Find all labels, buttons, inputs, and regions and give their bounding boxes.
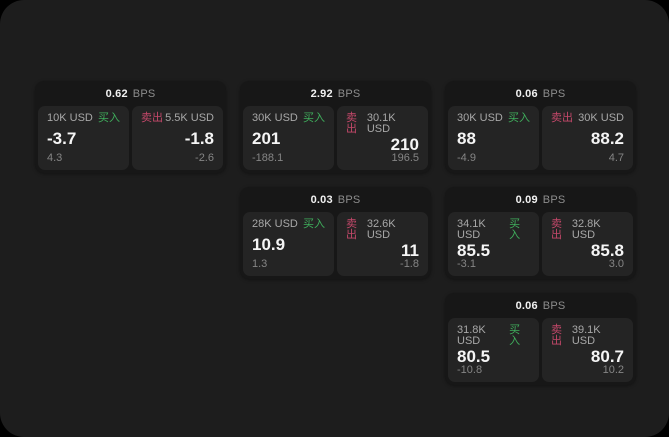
bps-value: 0.06: [515, 87, 538, 100]
sell-delta: 196.5: [391, 152, 419, 164]
quote-card-6: 0.06 BPS 31.8K USD 买入 80.5 -10.8 卖出 39.1…: [445, 293, 636, 385]
sell-delta: 4.7: [608, 152, 624, 164]
buy-sell-tiles: 34.1K USD 买入 85.5 -3.1 卖出 32.8K USD 85.8…: [448, 212, 633, 276]
bps-header: 0.06 BPS: [448, 293, 633, 318]
quote-card-4: 0.03 BPS 28K USD 买入 10.9 1.3 卖出 32.6K US…: [240, 187, 431, 279]
sell-label: 卖出: [346, 112, 357, 135]
sell-price: 210: [390, 134, 419, 154]
sell-size: 30K USD: [578, 112, 624, 124]
buy-delta: -10.8: [457, 364, 483, 376]
sell-price: 80.7: [590, 346, 624, 366]
sell-label: 卖出: [551, 112, 573, 124]
buy-price: -3.7: [47, 129, 77, 148]
bps-header: 0.06 BPS: [448, 81, 633, 106]
sell-label: 卖出: [551, 218, 562, 241]
sell-price: 88.2: [590, 129, 624, 148]
sell-size: 32.6K USD: [366, 218, 396, 241]
sell-price: -1.8: [184, 129, 214, 148]
buy-price: 10.9: [252, 235, 286, 254]
bps-value: 0.62: [105, 87, 128, 100]
bps-unit-label: BPS: [542, 193, 566, 206]
bps-unit-label: BPS: [542, 87, 566, 100]
sell-tile[interactable]: 卖出 5.5K USD -1.8 -2.6: [132, 106, 223, 170]
buy-sell-tiles: 30K USD 买入 201 -188.1 卖出 30.1K USD 210 1…: [243, 106, 428, 170]
quote-card-3: 0.06 BPS 30K USD 买入 88 -4.9 卖出 30K USD: [445, 81, 636, 173]
sell-size: 32.8K USD: [571, 218, 601, 241]
sell-label: 卖出: [346, 218, 357, 241]
buy-tile[interactable]: 30K USD 买入 88 -4.9: [448, 106, 539, 170]
sell-delta: -1.8: [400, 258, 419, 270]
bps-unit-label: BPS: [542, 299, 566, 312]
buy-tile[interactable]: 28K USD 买入 10.9 1.3: [243, 212, 334, 276]
buy-delta: 4.3: [47, 152, 63, 164]
buy-label: 买入: [508, 112, 530, 124]
buy-price: 201: [252, 129, 281, 148]
buy-label: 买入: [509, 218, 521, 241]
sell-delta: 3.0: [608, 258, 624, 270]
bps-value: 0.03: [310, 193, 333, 206]
buy-price: 80.5: [457, 346, 491, 366]
buy-size: 31.8K USD: [457, 324, 486, 347]
bps-unit-label: BPS: [337, 87, 361, 100]
buy-price: 85.5: [457, 240, 491, 260]
buy-label: 买入: [509, 324, 521, 347]
sell-label: 卖出: [551, 324, 562, 347]
sell-price: 85.8: [590, 240, 624, 260]
buy-size: 30K USD: [252, 112, 298, 124]
buy-delta: -188.1: [252, 152, 284, 164]
bps-value: 0.06: [515, 299, 538, 312]
bps-unit-label: BPS: [337, 193, 361, 206]
buy-tile[interactable]: 10K USD 买入 -3.7 4.3: [38, 106, 129, 170]
bps-header: 0.09 BPS: [448, 187, 633, 212]
sell-tile[interactable]: 卖出 30K USD 88.2 4.7: [542, 106, 633, 170]
buy-size: 30K USD: [457, 112, 503, 124]
sell-delta: -2.6: [195, 152, 214, 164]
sell-price: 11: [401, 240, 419, 260]
quote-card-2: 2.92 BPS 30K USD 买入 201 -188.1 卖出 30.1K …: [240, 81, 431, 173]
sell-size: 30.1K USD: [366, 112, 396, 135]
buy-size: 10K USD: [47, 112, 93, 124]
buy-delta: -3.1: [457, 258, 476, 270]
sell-delta: 10.2: [602, 364, 624, 376]
buy-sell-tiles: 28K USD 买入 10.9 1.3 卖出 32.6K USD 11 -1.8: [243, 212, 428, 276]
buy-price: 88: [457, 129, 476, 148]
sell-size: 5.5K USD: [165, 112, 214, 124]
sell-tile[interactable]: 卖出 30.1K USD 210 196.5: [337, 106, 428, 170]
buy-delta: -4.9: [457, 152, 476, 164]
buy-sell-tiles: 31.8K USD 买入 80.5 -10.8 卖出 39.1K USD 80.…: [448, 318, 633, 382]
bps-unit-label: BPS: [132, 87, 156, 100]
sell-tile[interactable]: 卖出 32.8K USD 85.8 3.0: [542, 212, 633, 276]
bps-header: 0.62 BPS: [38, 81, 223, 106]
buy-label: 买入: [303, 218, 325, 230]
sell-size: 39.1K USD: [571, 324, 601, 347]
buy-tile[interactable]: 34.1K USD 买入 85.5 -3.1: [448, 212, 539, 276]
bps-header: 2.92 BPS: [243, 81, 428, 106]
bps-header: 0.03 BPS: [243, 187, 428, 212]
buy-sell-tiles: 30K USD 买入 88 -4.9 卖出 30K USD 88.2 4.7: [448, 106, 633, 170]
buy-tile[interactable]: 31.8K USD 买入 80.5 -10.8: [448, 318, 539, 382]
quote-card-5: 0.09 BPS 34.1K USD 买入 85.5 -3.1 卖出 32.8K…: [445, 187, 636, 279]
buy-label: 买入: [98, 112, 120, 124]
buy-tile[interactable]: 30K USD 买入 201 -188.1: [243, 106, 334, 170]
buy-size: 28K USD: [252, 218, 298, 230]
sell-tile[interactable]: 卖出 32.6K USD 11 -1.8: [337, 212, 428, 276]
buy-sell-tiles: 10K USD 买入 -3.7 4.3 卖出 5.5K USD -1.8 -2.…: [38, 106, 223, 170]
buy-label: 买入: [303, 112, 325, 124]
sell-tile[interactable]: 卖出 39.1K USD 80.7 10.2: [542, 318, 633, 382]
bps-value: 0.09: [515, 193, 538, 206]
quote-card-1: 0.62 BPS 10K USD 买入 -3.7 4.3 卖出 5.5K USD: [35, 81, 226, 173]
buy-delta: 1.3: [252, 258, 268, 270]
sell-label: 卖出: [141, 112, 163, 124]
bps-value: 2.92: [310, 87, 333, 100]
buy-size: 34.1K USD: [457, 218, 486, 241]
